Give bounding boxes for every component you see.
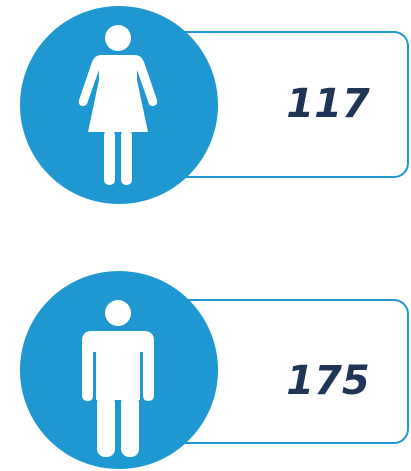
value-label: 117 xyxy=(286,81,370,127)
male-item: 175 xyxy=(20,271,409,469)
female-icon xyxy=(78,25,158,185)
value-label: 175 xyxy=(286,358,370,404)
female-item: 117 xyxy=(20,6,409,204)
male-icon xyxy=(82,300,154,457)
